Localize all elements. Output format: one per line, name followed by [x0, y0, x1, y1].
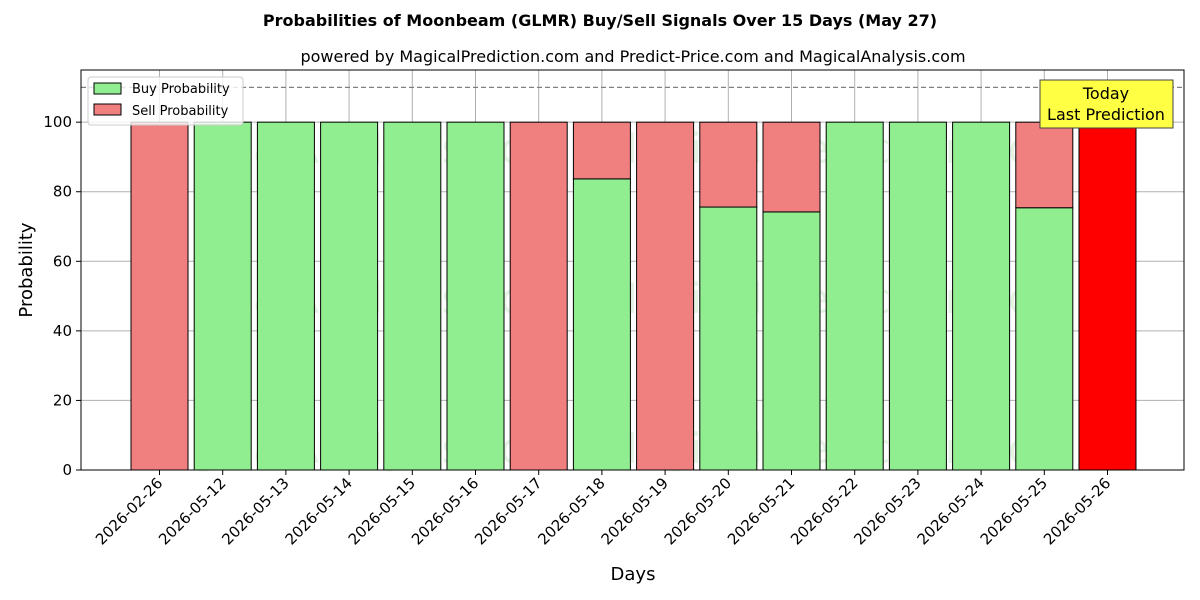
legend-box	[87, 76, 244, 126]
legend-swatch-sell	[93, 103, 122, 116]
plot-frame	[80, 69, 1185, 471]
buy-bar	[888, 121, 947, 471]
chart-title: Probabilities of Moonbeam (GLMR) Buy/Sel…	[263, 11, 937, 30]
sell-bar	[1015, 121, 1074, 209]
y-tick-label: 40	[53, 322, 72, 340]
x-tick-label: 2026-05-13	[218, 474, 292, 548]
x-tick-label: 2026-05-21	[724, 474, 798, 548]
sell-bar	[130, 121, 189, 471]
sell-bar	[699, 121, 758, 208]
y-tick-label: 20	[53, 391, 72, 409]
legend-label-buy: Buy Probability	[132, 82, 230, 97]
buy-bar	[320, 121, 379, 471]
buy-bar	[446, 121, 505, 471]
x-tick-label: 2026-05-17	[471, 474, 545, 548]
buy-bar	[825, 121, 884, 471]
today-annotation-line1: Today	[1082, 84, 1129, 103]
y-tick-label: 0	[62, 461, 72, 479]
buy-bar	[1015, 207, 1074, 471]
buy-bar	[952, 121, 1011, 471]
today-annotation-box	[1039, 79, 1174, 129]
x-tick-label: 2026-05-23	[850, 474, 924, 548]
buy-bar	[762, 211, 821, 471]
x-tick-label: 2026-05-24	[914, 474, 988, 548]
sell-bar	[509, 121, 568, 471]
buy-bar	[193, 121, 252, 471]
sell-bar	[1078, 121, 1137, 471]
y-tick-label: 60	[53, 252, 72, 270]
x-tick-label: 2026-05-18	[534, 474, 608, 548]
today-annotation: Today Last Prediction	[1039, 79, 1174, 129]
legend-swatch-buy	[93, 82, 122, 95]
sell-bar	[572, 121, 631, 180]
x-tick-label: 2026-02-26	[92, 474, 166, 548]
x-axis-ticks: 2026-02-262026-05-122026-05-132026-05-14…	[92, 470, 1114, 548]
buy-bar	[572, 178, 631, 471]
sell-bar	[636, 121, 695, 471]
sell-bar	[762, 121, 821, 213]
x-tick-label: 2026-05-15	[345, 474, 419, 548]
x-tick-label: 2026-05-22	[787, 474, 861, 548]
x-axis-label: Days	[611, 564, 656, 585]
y-axis-ticks: 0 20 40 60 80 100	[43, 113, 81, 479]
today-annotation-line2: Last Prediction	[1047, 105, 1165, 124]
x-tick-label: 2026-05-12	[155, 474, 229, 548]
x-tick-label: 2026-05-25	[977, 474, 1051, 548]
legend: Buy Probability Sell Probability	[87, 76, 244, 126]
chart-subtitle: powered by MagicalPrediction.com and Pre…	[300, 47, 965, 66]
buy-bar	[256, 121, 315, 471]
y-axis-label: Probability	[16, 222, 37, 317]
y-tick-label: 100	[43, 113, 72, 131]
y-tick-label: 80	[53, 183, 72, 201]
buy-bar	[383, 121, 442, 471]
bar-layer	[130, 121, 1137, 471]
x-tick-label: 2026-05-20	[661, 474, 735, 548]
buy-bar	[699, 206, 758, 471]
x-tick-label: 2026-05-19	[598, 474, 672, 548]
x-tick-label: 2026-05-14	[282, 474, 356, 548]
x-tick-label: 2026-05-26	[1040, 474, 1114, 548]
x-tick-label: 2026-05-16	[408, 474, 482, 548]
legend-label-sell: Sell Probability	[132, 104, 229, 119]
